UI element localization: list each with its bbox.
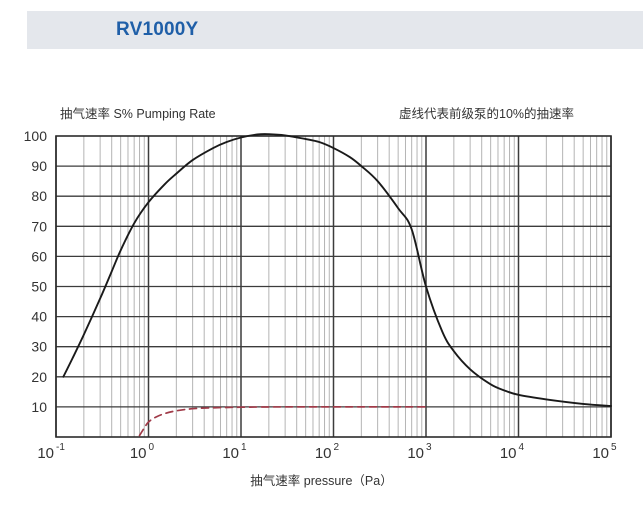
- series-line-dashed: [138, 406, 427, 437]
- svg-text:5: 5: [611, 442, 617, 453]
- svg-text:10: 10: [315, 445, 332, 460]
- svg-text:10: 10: [37, 445, 54, 460]
- svg-text:30: 30: [31, 339, 47, 355]
- x-axis-title: 抽气速率 pressure（Pa）: [250, 474, 393, 488]
- svg-text:4: 4: [519, 442, 525, 453]
- page-title: RV1000Y: [116, 19, 199, 40]
- svg-text:100: 100: [24, 128, 48, 144]
- svg-text:50: 50: [31, 279, 47, 295]
- chart-caption-right: 虚线代表前级泵的10%的抽速率: [399, 107, 575, 121]
- svg-text:20: 20: [31, 369, 47, 385]
- x-axis-tick-labels: 10 -1 10 0 10 1 10 2 10 3 10 4 10 5: [37, 442, 617, 460]
- svg-text:2: 2: [334, 442, 340, 453]
- svg-text:90: 90: [31, 158, 47, 174]
- svg-text:60: 60: [31, 248, 47, 264]
- product-header-bar: RV1000Y: [27, 11, 643, 49]
- svg-text:70: 70: [31, 218, 47, 234]
- plot-frame: [55, 135, 612, 438]
- svg-text:10: 10: [407, 445, 424, 460]
- series-line-solid: [62, 133, 612, 407]
- svg-text:10: 10: [592, 445, 609, 460]
- svg-text:1: 1: [241, 442, 247, 453]
- y-axis-tick-labels: 10 20 30 40 50 60 70 80 90 100: [24, 128, 48, 415]
- svg-text:10: 10: [222, 445, 239, 460]
- svg-text:3: 3: [426, 442, 432, 453]
- svg-text:0: 0: [149, 442, 155, 453]
- svg-text:10: 10: [500, 445, 517, 460]
- svg-text:80: 80: [31, 188, 47, 204]
- svg-text:40: 40: [31, 309, 47, 325]
- chart-caption-left: 抽气速率 S% Pumping Rate: [60, 107, 216, 121]
- svg-text:10: 10: [31, 399, 47, 415]
- svg-text:-1: -1: [56, 442, 65, 453]
- svg-text:10: 10: [130, 445, 147, 460]
